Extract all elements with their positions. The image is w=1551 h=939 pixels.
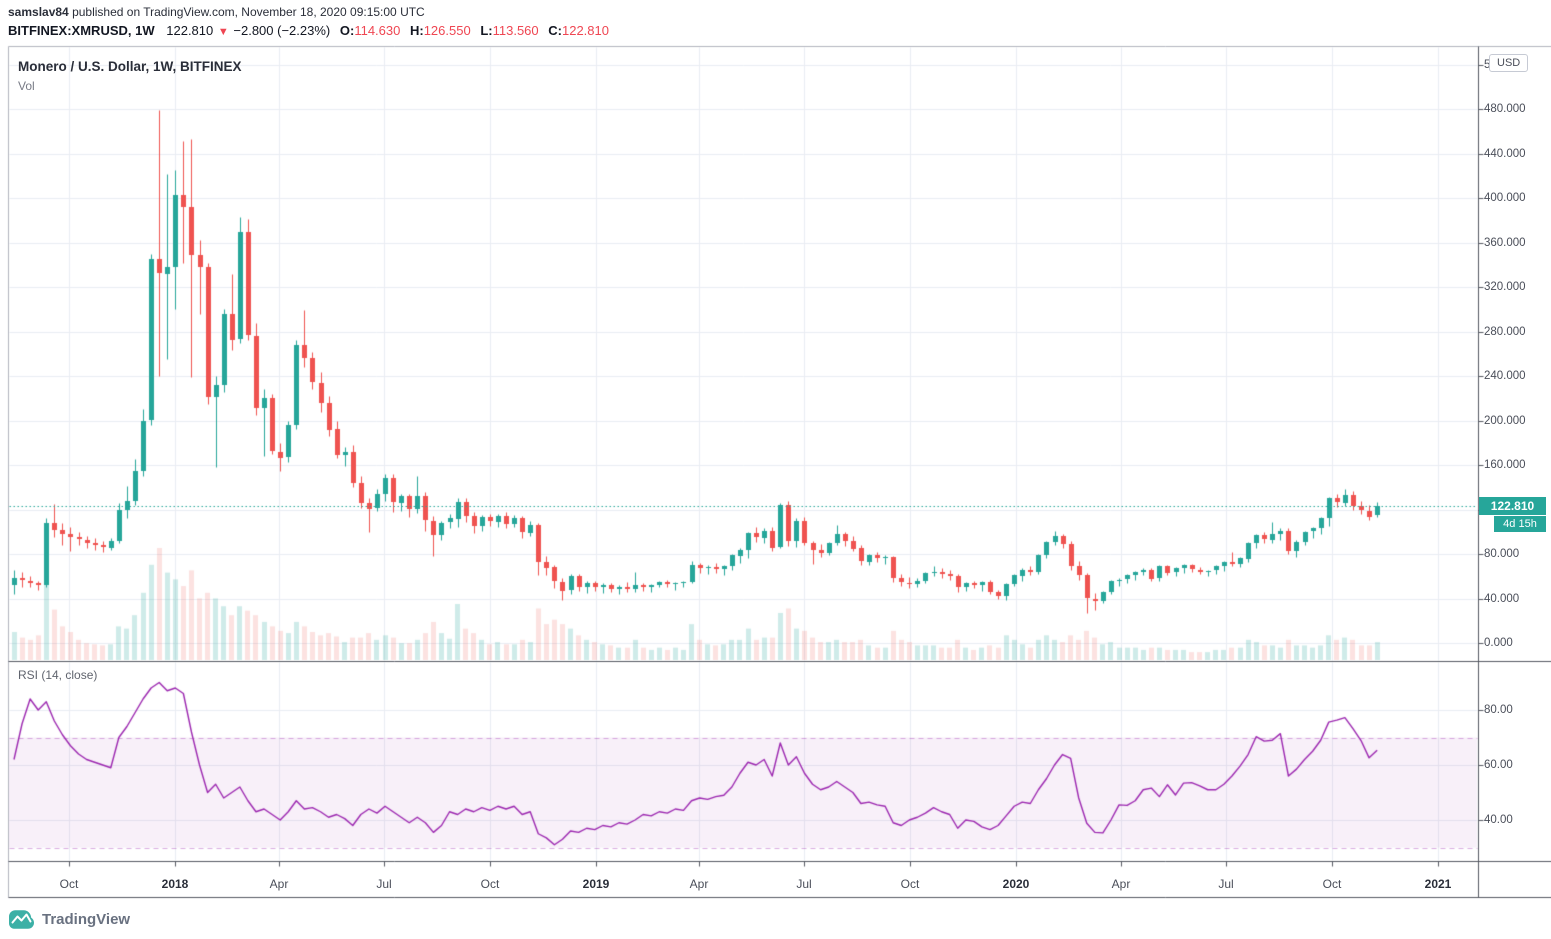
tradingview-attribution[interactable]: TradingView: [8, 906, 130, 932]
price-axis-label: 200.000: [1484, 414, 1526, 427]
last-price-badge: 122.810: [1479, 497, 1546, 515]
price-axis-label: 360.000: [1484, 236, 1526, 249]
price-axis-label: 160.000: [1484, 459, 1526, 471]
price-axis-label: 40.000: [1484, 592, 1520, 605]
price-down-icon: ▼: [217, 26, 229, 38]
time-axis-label: 2020: [1002, 877, 1030, 891]
rsi-axis-label: 40.00: [1484, 814, 1513, 826]
price-axis-label: 440.000: [1484, 147, 1526, 160]
time-axis-label: 2021: [1424, 877, 1452, 891]
price-axis-label: 240.000: [1484, 370, 1526, 382]
time-axis-label: Oct: [59, 877, 79, 891]
low-label: L:: [480, 23, 493, 38]
high-label: H:: [409, 23, 424, 38]
publisher-username: samslav84: [8, 5, 69, 19]
time-axis-label: Jul: [1218, 877, 1234, 891]
price-axis-label: 480.000: [1484, 103, 1526, 115]
time-axis-label: Jul: [796, 877, 812, 891]
time-axis-label: Apr: [269, 877, 289, 891]
volume-legend: Vol: [18, 79, 35, 93]
low-value: 113.560: [492, 23, 539, 38]
tradingview-logo-icon: [9, 909, 34, 929]
time-axis-label: Oct: [480, 877, 500, 891]
time-axis-label: Jul: [376, 877, 392, 891]
open-label: O:: [339, 23, 355, 38]
price-axis-label: 320.000: [1484, 281, 1526, 293]
rsi-legend: RSI (14, close): [18, 668, 98, 682]
symbol-info-bar: BITFINEX:XMRUSD, 1W 122.810 ▼ −2.800 (−2…: [8, 23, 609, 38]
time-axis-label: 2018: [161, 877, 189, 891]
price-axis-label: 0.000: [1484, 637, 1513, 649]
tradingview-brand-name: TradingView: [42, 910, 131, 928]
rsi-axis-label: 60.00: [1484, 759, 1513, 771]
close-label: C:: [548, 23, 562, 38]
high-value: 126.550: [423, 23, 471, 38]
time-axis-label: 2019: [582, 877, 610, 891]
price-axis-label: 80.000: [1484, 548, 1520, 560]
time-axis-label: Oct: [900, 877, 920, 891]
price-axis-label: 280.000: [1484, 325, 1526, 338]
currency-toggle-button[interactable]: USD: [1489, 54, 1529, 72]
time-axis-label: Oct: [1322, 877, 1342, 891]
price-axis-label: 400.000: [1484, 192, 1526, 204]
publish-text: published on TradingView.com, November 1…: [68, 5, 425, 19]
symbol-name: BITFINEX:XMRUSD, 1W: [8, 23, 155, 38]
publish-info: samslav84 published on TradingView.com, …: [8, 5, 425, 19]
last-price: 122.810: [166, 23, 214, 38]
bar-countdown-badge: 4d 15h: [1494, 516, 1546, 532]
time-axis-label: Apr: [1111, 877, 1131, 891]
time-axis-label: Apr: [689, 877, 709, 891]
rsi-axis-label: 80.00: [1484, 704, 1513, 716]
price-change: −2.800 (−2.23%): [233, 23, 331, 38]
close-value: 122.810: [561, 23, 609, 38]
open-value: 114.630: [354, 23, 401, 38]
chart-legend-title: Monero / U.S. Dollar, 1W, BITFINEX: [18, 59, 242, 74]
